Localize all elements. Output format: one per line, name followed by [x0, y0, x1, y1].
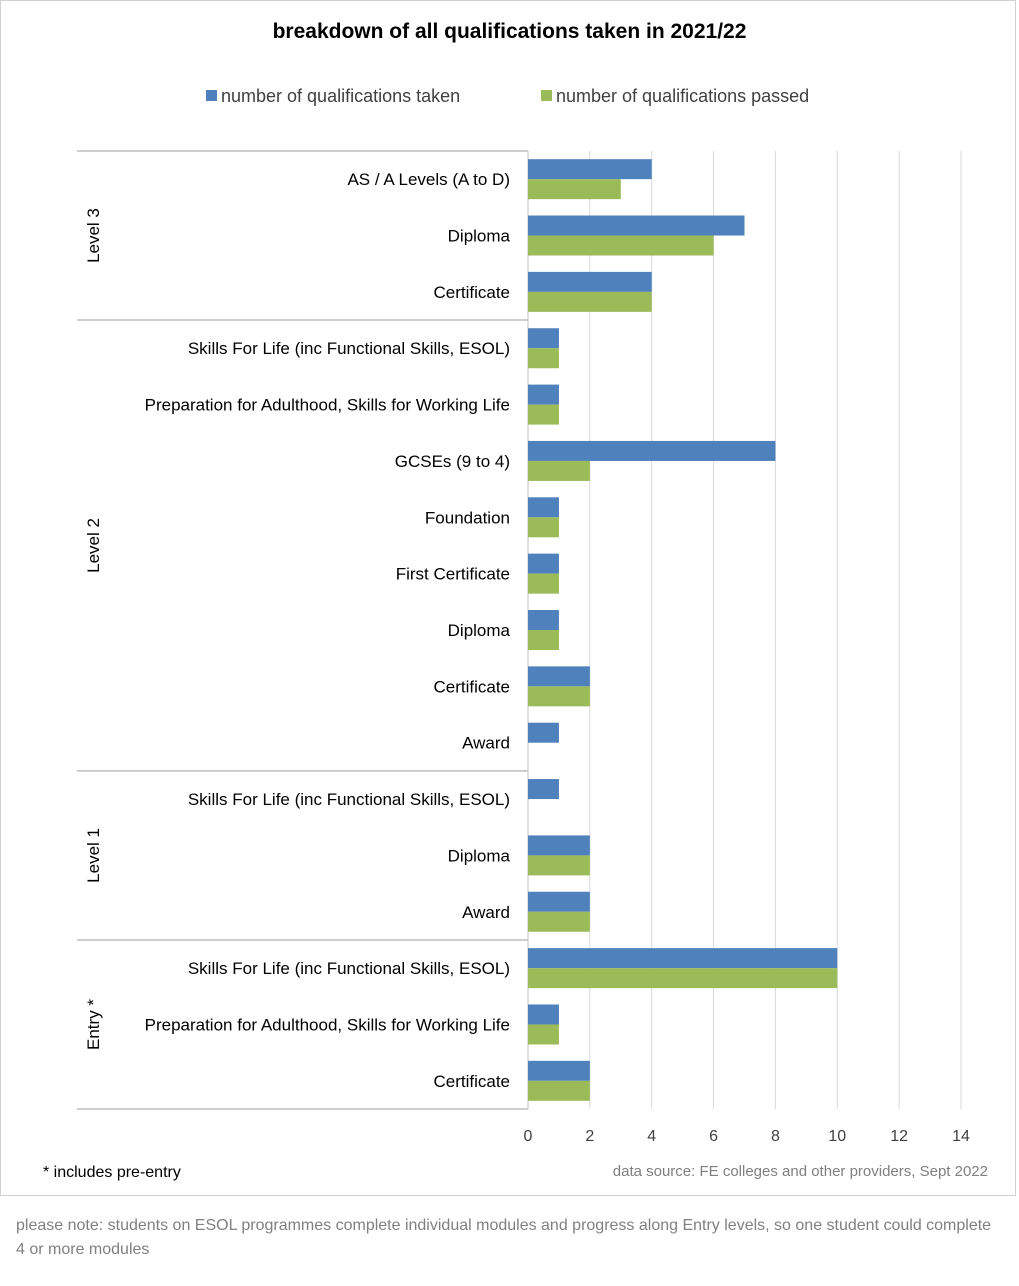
category-label: Award [462, 734, 510, 753]
bar-taken [528, 497, 559, 518]
legend-swatch-taken [206, 90, 217, 101]
footnote: * includes pre-entry [43, 1164, 181, 1181]
bar-passed [528, 630, 559, 650]
group-label: Level 2 [84, 518, 103, 573]
x-tick-label: 4 [647, 1128, 656, 1145]
bar-taken [528, 271, 652, 292]
category-label: Certificate [433, 677, 510, 696]
bar-passed [528, 517, 559, 538]
bar-passed [528, 235, 714, 256]
bar-taken [528, 722, 559, 743]
bar-taken [528, 835, 590, 856]
category-label: Skills For Life (inc Functional Skills, … [188, 790, 510, 809]
category-label: Award [462, 903, 510, 922]
bar-passed [528, 968, 838, 989]
legend-label-taken: number of qualifications taken [221, 86, 461, 106]
category-label: Skills For Life (inc Functional Skills, … [188, 339, 510, 358]
category-label: Diploma [448, 227, 511, 246]
bar-taken [528, 1004, 559, 1025]
legend-label-passed: number of qualifications passed [556, 86, 810, 106]
page-note: please note: students on ESOL programmes… [16, 1217, 992, 1258]
bar-passed [528, 348, 559, 369]
category-label: Preparation for Adulthood, Skills for Wo… [145, 1015, 510, 1034]
bar-taken [528, 553, 559, 574]
legend-item-passed: number of qualifications passed [541, 86, 809, 107]
bar-passed [528, 179, 621, 200]
x-tick-label: 2 [585, 1128, 594, 1145]
category-label: Foundation [425, 508, 510, 527]
category-label: Preparation for Adulthood, Skills for Wo… [145, 396, 510, 415]
bar-taken [528, 159, 652, 180]
bar-passed [528, 573, 559, 594]
x-tick-label: 8 [771, 1128, 780, 1145]
bar-taken [528, 440, 776, 461]
legend-item-taken: number of qualifications taken [206, 86, 460, 107]
x-tick-label: 0 [524, 1128, 533, 1145]
category-label: Certificate [433, 283, 510, 302]
x-tick-label: 6 [709, 1128, 718, 1145]
bar-passed [528, 460, 590, 481]
chart-frame [0, 0, 1016, 1196]
group-label: Level 1 [84, 828, 103, 883]
bar-taken [528, 666, 590, 687]
bar-taken [528, 610, 559, 630]
bar-taken [528, 1060, 590, 1081]
bar-taken [528, 891, 590, 912]
category-label: First Certificate [396, 565, 510, 584]
legend-swatch-passed [541, 90, 552, 101]
x-tick-label: 12 [890, 1128, 908, 1145]
chart-title: breakdown of all qualifications taken in… [272, 20, 747, 43]
category-label: Skills For Life (inc Functional Skills, … [188, 959, 510, 978]
group-label: Level 3 [84, 208, 103, 263]
bar-passed [528, 686, 590, 707]
bar-passed [528, 911, 590, 932]
group-label: Entry * [84, 999, 103, 1050]
bar-taken [528, 328, 559, 349]
category-label: Diploma [448, 621, 511, 640]
data-source-note: data source: FE colleges and other provi… [612, 1163, 988, 1180]
bar-taken [528, 215, 745, 236]
category-label: Certificate [433, 1072, 510, 1091]
bar-passed [528, 1080, 590, 1101]
bar-passed [528, 1024, 559, 1045]
bar-taken [528, 384, 559, 405]
category-label: AS / A Levels (A to D) [347, 170, 510, 189]
x-tick-label: 10 [828, 1128, 846, 1145]
bar-taken [528, 779, 559, 800]
bar-taken [528, 948, 838, 969]
category-label: GCSEs (9 to 4) [395, 452, 510, 471]
bar-passed [528, 291, 652, 312]
bar-passed [528, 404, 559, 425]
category-label: Diploma [448, 846, 511, 865]
x-tick-label: 14 [952, 1128, 970, 1145]
bar-passed [528, 855, 590, 876]
